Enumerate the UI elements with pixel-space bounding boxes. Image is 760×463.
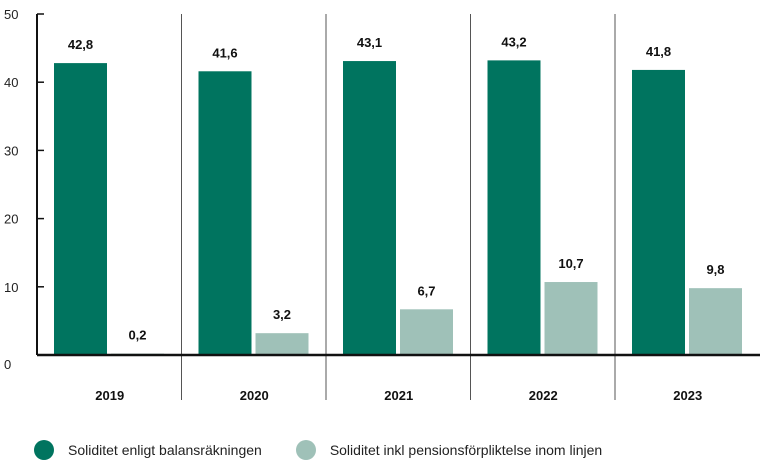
data-label: 43,1 xyxy=(357,35,382,50)
y-tick-label: 0 xyxy=(4,357,11,372)
bar-2021-series-1 xyxy=(343,61,396,356)
y-axis: 0 10 20 30 40 50 xyxy=(4,7,44,372)
x-tick-label: 2021 xyxy=(384,388,413,403)
legend: Soliditet enligt balansräkningen Solidit… xyxy=(34,440,636,460)
x-tick-label: 2023 xyxy=(673,388,702,403)
data-label: 42,8 xyxy=(68,37,93,52)
bar-2020-series-2 xyxy=(255,333,309,355)
y-tick-label: 50 xyxy=(4,7,18,22)
legend-label-series-2: Soliditet inkl pensionsförpliktelse inom… xyxy=(329,442,603,458)
y-tick-label: 10 xyxy=(4,280,18,295)
data-label: 9,8 xyxy=(706,262,724,277)
y-tick-label: 20 xyxy=(4,212,18,227)
y-tick-label: 40 xyxy=(4,75,18,90)
value-labels: 42,8 0,2 41,6 3,2 43,1 6,7 43,2 10,7 41,8 9,8 xyxy=(68,34,725,342)
legend-item-series-1: Soliditet enligt balansräkningen xyxy=(34,440,262,460)
legend-swatch-series-1 xyxy=(34,440,54,460)
bar-2021-series-2 xyxy=(400,309,453,355)
data-label: 6,7 xyxy=(417,283,435,298)
bar-2020-series-1 xyxy=(198,71,252,356)
data-label: 10,7 xyxy=(558,256,583,271)
bars xyxy=(54,60,742,356)
category-separators xyxy=(181,14,616,400)
x-tick-label: 2020 xyxy=(240,388,269,403)
x-axis: 2019 2020 2021 2022 2023 xyxy=(37,353,760,403)
x-tick-label: 2022 xyxy=(529,388,558,403)
bar-2023-series-2 xyxy=(689,288,742,355)
legend-item-series-2: Soliditet inkl pensionsförpliktelse inom… xyxy=(295,440,603,460)
data-label: 3,2 xyxy=(273,307,291,322)
x-tick-label: 2019 xyxy=(95,388,124,403)
data-label: 41,6 xyxy=(212,45,237,60)
legend-label-series-1: Soliditet enligt balansräkningen xyxy=(68,442,262,458)
data-label: 43,2 xyxy=(501,34,526,49)
bar-2022-series-2 xyxy=(544,282,598,355)
data-label: 41,8 xyxy=(646,44,671,59)
bar-2023-series-1 xyxy=(632,69,685,355)
legend-swatch-series-2 xyxy=(295,440,316,460)
bar-2019-series-1 xyxy=(54,63,107,355)
y-tick-label: 30 xyxy=(4,143,18,158)
bar-2022-series-1 xyxy=(487,60,541,355)
data-label: 0,2 xyxy=(128,328,146,343)
